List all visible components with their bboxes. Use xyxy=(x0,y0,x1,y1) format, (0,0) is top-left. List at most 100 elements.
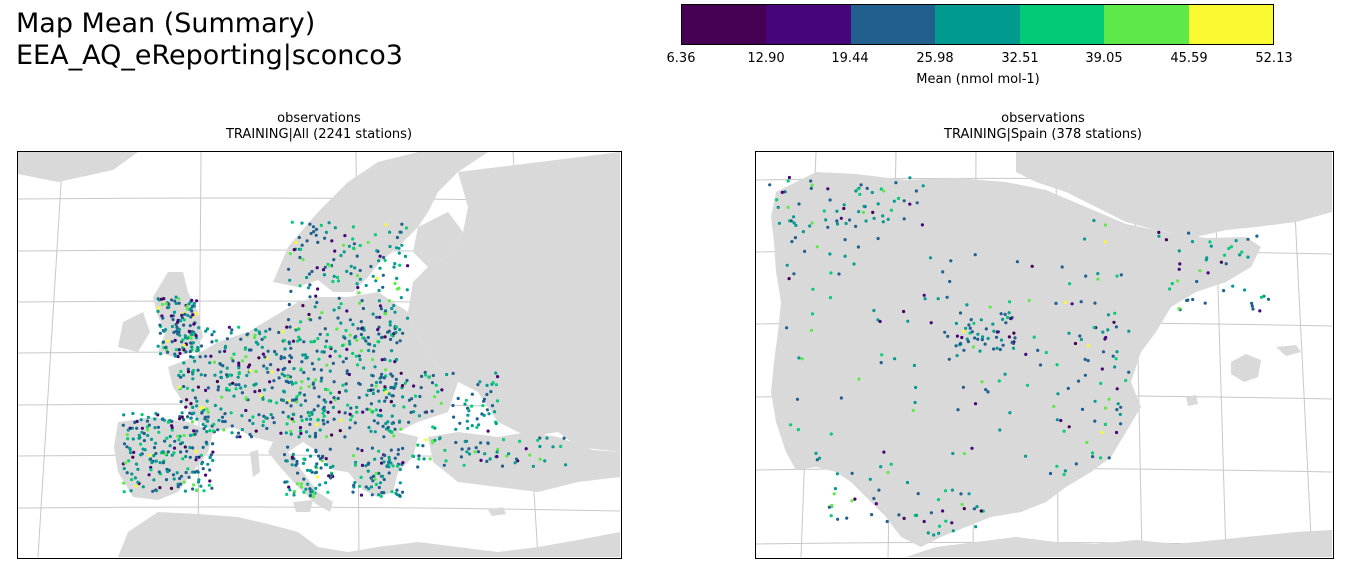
station-dot xyxy=(177,330,181,334)
station-dot xyxy=(824,218,828,222)
station-dot xyxy=(297,235,301,240)
station-dot xyxy=(314,233,318,237)
station-dot xyxy=(190,309,194,313)
station-dot xyxy=(384,396,388,400)
station-dot xyxy=(459,455,463,459)
station-dot xyxy=(1222,253,1227,257)
station-dot xyxy=(485,459,489,463)
station-dot xyxy=(349,418,353,422)
station-dot xyxy=(479,441,483,445)
station-dot xyxy=(164,302,168,306)
station-dot xyxy=(872,216,876,220)
station-dot xyxy=(995,330,999,334)
station-dot xyxy=(373,344,377,348)
station-dot xyxy=(364,339,368,343)
station-dot xyxy=(979,318,983,322)
station-dot xyxy=(326,490,330,494)
station-dot xyxy=(329,400,333,404)
station-dot xyxy=(189,402,193,406)
station-dot xyxy=(309,417,313,421)
station-dot xyxy=(430,409,434,413)
station-dot xyxy=(240,427,244,432)
station-dot xyxy=(194,334,198,338)
station-dot xyxy=(311,382,315,386)
station-dot xyxy=(337,390,341,394)
station-dot xyxy=(826,187,830,191)
station-dot xyxy=(186,336,190,340)
station-dot xyxy=(403,254,408,258)
station-dot xyxy=(1101,350,1106,354)
station-dot xyxy=(286,445,290,449)
station-dot xyxy=(301,353,305,357)
station-dot xyxy=(376,389,380,393)
station-dot xyxy=(171,473,176,477)
station-dot xyxy=(248,369,253,373)
station-dot xyxy=(153,441,158,445)
station-dot xyxy=(310,489,314,493)
station-dot xyxy=(986,336,990,341)
station-dot xyxy=(877,488,881,492)
station-dot xyxy=(1238,253,1242,257)
station-dot xyxy=(129,489,133,493)
station-dot xyxy=(263,355,267,359)
spain-map[interactable] xyxy=(755,151,1334,559)
station-dot xyxy=(377,493,381,497)
station-dot xyxy=(792,215,796,219)
station-dot xyxy=(1177,249,1181,253)
station-dot xyxy=(216,388,220,392)
station-dot xyxy=(154,459,158,463)
station-dot xyxy=(1251,307,1255,311)
station-dot xyxy=(205,430,209,434)
station-dot xyxy=(314,465,318,469)
station-dot xyxy=(373,457,377,461)
station-dot xyxy=(1076,379,1081,383)
station-dot xyxy=(358,301,362,305)
station-dot xyxy=(400,384,405,388)
station-dot xyxy=(392,404,396,408)
station-dot xyxy=(856,187,860,191)
station-dot xyxy=(438,436,442,440)
station-dot xyxy=(297,392,301,396)
station-dot xyxy=(1111,354,1115,358)
station-dot xyxy=(360,448,364,453)
station-dot xyxy=(260,337,264,341)
station-dot xyxy=(463,439,467,444)
station-dot xyxy=(960,502,964,507)
station-dot xyxy=(1024,454,1028,458)
station-dot xyxy=(139,453,143,457)
station-dot xyxy=(225,386,229,391)
station-dot xyxy=(355,405,359,409)
station-dot xyxy=(123,461,127,465)
station-dot xyxy=(786,205,790,209)
station-dot xyxy=(201,467,205,471)
station-dot xyxy=(178,417,182,421)
station-dot xyxy=(247,348,251,352)
station-dot xyxy=(312,408,316,412)
station-dot xyxy=(371,388,375,392)
station-dot xyxy=(282,338,286,343)
station-dot xyxy=(158,331,162,335)
station-dot xyxy=(409,410,413,414)
station-dot xyxy=(835,222,840,226)
station-dot xyxy=(169,314,173,318)
station-dot xyxy=(389,385,393,390)
station-dot xyxy=(307,384,311,389)
station-dot xyxy=(518,439,522,443)
station-dot xyxy=(302,370,306,375)
station-dot xyxy=(336,396,340,400)
station-dot xyxy=(322,422,326,426)
station-dot xyxy=(199,344,204,348)
europe-map[interactable] xyxy=(17,151,622,559)
station-dot xyxy=(390,374,395,378)
station-dot xyxy=(155,489,159,493)
station-dot xyxy=(926,531,930,535)
station-dot xyxy=(326,420,330,424)
station-dot xyxy=(187,475,191,479)
station-dot xyxy=(320,459,325,463)
station-dot xyxy=(133,420,137,424)
station-dot xyxy=(332,380,336,384)
station-dot xyxy=(353,481,357,485)
station-dot xyxy=(428,457,432,461)
station-dot xyxy=(135,419,139,424)
station-dot xyxy=(377,485,381,490)
